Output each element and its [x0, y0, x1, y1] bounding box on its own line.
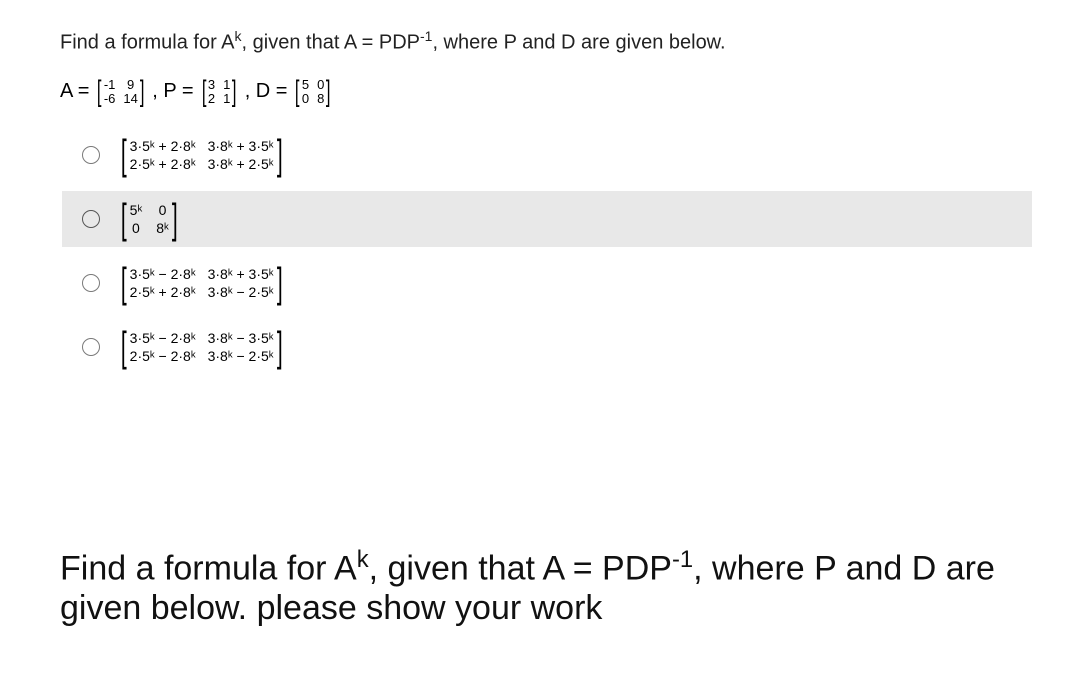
question-text: Find a formula for Ak, given that A = PD… [60, 28, 1020, 55]
bt-e1: k [357, 546, 369, 573]
o2-01: 0 [156, 201, 169, 219]
label-A: A = [60, 80, 89, 103]
option-2-matrix: [ 5ᵏ 0 0 8ᵏ ] [118, 199, 180, 239]
o2-10: 0 [130, 219, 143, 237]
bt-1: Find a formula for A [60, 549, 357, 587]
o4-00: 3·5ᵏ − 2·8ᵏ [130, 329, 196, 347]
o1-00: 3·5ᵏ + 2·8ᵏ [130, 137, 196, 155]
D-01: 0 [317, 78, 324, 92]
q-exp1: k [235, 28, 242, 44]
content-area: Find a formula for Ak, given that A = PD… [0, 0, 1080, 375]
A-11: 14 [123, 92, 137, 106]
o4-01: 3·8ᵏ − 3·5ᵏ [208, 329, 274, 347]
D-11: 8 [317, 92, 324, 106]
matrix-D: [ 5 0 0 8 ] [293, 77, 332, 107]
A-00: -1 [104, 78, 116, 92]
option-4[interactable]: [ 3·5ᵏ − 2·8ᵏ 3·8ᵏ − 3·5ᵏ 2·5ᵏ − 2·8ᵏ 3·… [72, 319, 295, 375]
option-1-matrix: [ 3·5ᵏ + 2·8ᵏ 3·8ᵏ + 3·5ᵏ 2·5ᵏ + 2·8ᵏ 3·… [118, 135, 285, 175]
o2-00: 5ᵏ [130, 201, 143, 219]
radio-3[interactable] [82, 274, 100, 292]
o3-00: 3·5ᵏ − 2·8ᵏ [130, 265, 196, 283]
option-3-matrix: [ 3·5ᵏ − 2·8ᵏ 3·8ᵏ + 3·5ᵏ 2·5ᵏ + 2·8ᵏ 3·… [118, 263, 285, 303]
A-10: -6 [104, 92, 116, 106]
o4-11: 3·8ᵏ − 2·5ᵏ [208, 347, 274, 365]
matrix-A: [ -1 9 -6 14 ] [95, 77, 146, 107]
o3-11: 3·8ᵏ − 2·5ᵏ [208, 283, 274, 301]
radio-4[interactable] [82, 338, 100, 356]
radio-1[interactable] [82, 146, 100, 164]
q-exp2: -1 [420, 28, 432, 44]
user-prompt-text: Find a formula for Ak, given that A = PD… [60, 540, 1020, 628]
option-2[interactable]: [ 5ᵏ 0 0 8ᵏ ] [62, 191, 1032, 247]
o1-10: 2·5ᵏ + 2·8ᵏ [130, 155, 196, 173]
bt-e2: -1 [672, 546, 693, 573]
P-10: 2 [208, 92, 215, 106]
bt-2: , given that A = PDP [369, 549, 672, 587]
P-00: 3 [208, 78, 215, 92]
option-3[interactable]: [ 3·5ᵏ − 2·8ᵏ 3·8ᵏ + 3·5ᵏ 2·5ᵏ + 2·8ᵏ 3·… [72, 255, 295, 311]
o1-01: 3·8ᵏ + 3·5ᵏ [208, 137, 274, 155]
P-11: 1 [223, 92, 230, 106]
option-4-matrix: [ 3·5ᵏ − 2·8ᵏ 3·8ᵏ − 3·5ᵏ 2·5ᵏ − 2·8ᵏ 3·… [118, 327, 285, 367]
D-10: 0 [302, 92, 309, 106]
A-01: 9 [123, 78, 137, 92]
label-D: , D = [245, 80, 288, 103]
o2-11: 8ᵏ [156, 219, 169, 237]
label-P: , P = [152, 80, 193, 103]
o3-01: 3·8ᵏ + 3·5ᵏ [208, 265, 274, 283]
matrix-definitions: A = [ -1 9 -6 14 ] , P = [ 3 1 2 1 ] , D… [60, 77, 1020, 107]
o3-10: 2·5ᵏ + 2·8ᵏ [130, 283, 196, 301]
o1-11: 3·8ᵏ + 2·5ᵏ [208, 155, 274, 173]
matrix-P: [ 3 1 2 1 ] [200, 77, 239, 107]
radio-2[interactable] [82, 210, 100, 228]
D-00: 5 [302, 78, 309, 92]
q-t1: Find a formula for A [60, 32, 235, 54]
option-1[interactable]: [ 3·5ᵏ + 2·8ᵏ 3·8ᵏ + 3·5ᵏ 2·5ᵏ + 2·8ᵏ 3·… [72, 127, 295, 183]
q-t2: , given that A = PDP [242, 32, 420, 54]
answer-options: [ 3·5ᵏ + 2·8ᵏ 3·8ᵏ + 3·5ᵏ 2·5ᵏ + 2·8ᵏ 3·… [72, 127, 1020, 375]
o4-10: 2·5ᵏ − 2·8ᵏ [130, 347, 196, 365]
P-01: 1 [223, 78, 230, 92]
q-t3: , where P and D are given below. [432, 32, 725, 54]
